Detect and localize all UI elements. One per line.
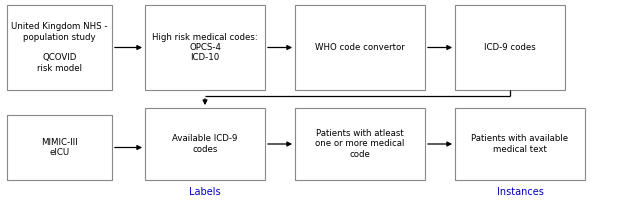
Text: MIMIC-III
eICU: MIMIC-III eICU [41, 138, 78, 157]
Text: Instances: Instances [497, 187, 543, 197]
Bar [145, 108, 265, 180]
Text: WHO code convertor: WHO code convertor [315, 43, 405, 52]
Bar [7, 115, 112, 180]
Text: Patients with available
medical text: Patients with available medical text [472, 134, 568, 154]
Text: ICD-9 codes: ICD-9 codes [484, 43, 536, 52]
Text: United Kingdom NHS -
population study

QCOVID
risk model: United Kingdom NHS - population study QC… [12, 22, 108, 73]
Text: Labels: Labels [189, 187, 221, 197]
Bar [455, 5, 565, 90]
Bar [145, 5, 265, 90]
Bar [7, 5, 112, 90]
Text: Patients with atleast
one or more medical
code: Patients with atleast one or more medica… [316, 129, 404, 159]
Bar [455, 108, 585, 180]
Text: Available ICD-9
codes: Available ICD-9 codes [172, 134, 237, 154]
Bar [295, 108, 425, 180]
Bar [295, 5, 425, 90]
Text: High risk medical codes:
OPCS-4
ICD-10: High risk medical codes: OPCS-4 ICD-10 [152, 33, 258, 62]
